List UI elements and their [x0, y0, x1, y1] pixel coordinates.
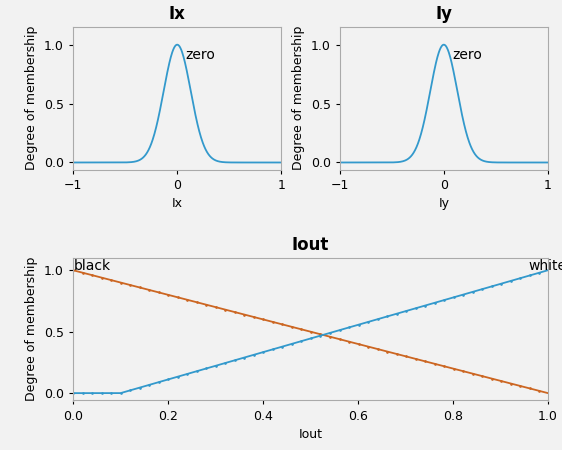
Text: black: black: [74, 259, 111, 273]
X-axis label: Iy: Iy: [438, 197, 449, 210]
Title: Iout: Iout: [292, 236, 329, 254]
Y-axis label: Degree of membership: Degree of membership: [25, 26, 38, 171]
Text: white: white: [528, 259, 562, 273]
Y-axis label: Degree of membership: Degree of membership: [25, 257, 38, 401]
Text: zero: zero: [452, 48, 482, 62]
Title: Iy: Iy: [436, 4, 452, 22]
Y-axis label: Degree of membership: Degree of membership: [292, 26, 305, 171]
X-axis label: Iout: Iout: [298, 428, 323, 441]
Title: Ix: Ix: [169, 4, 185, 22]
Text: zero: zero: [185, 48, 215, 62]
X-axis label: Ix: Ix: [172, 197, 183, 210]
